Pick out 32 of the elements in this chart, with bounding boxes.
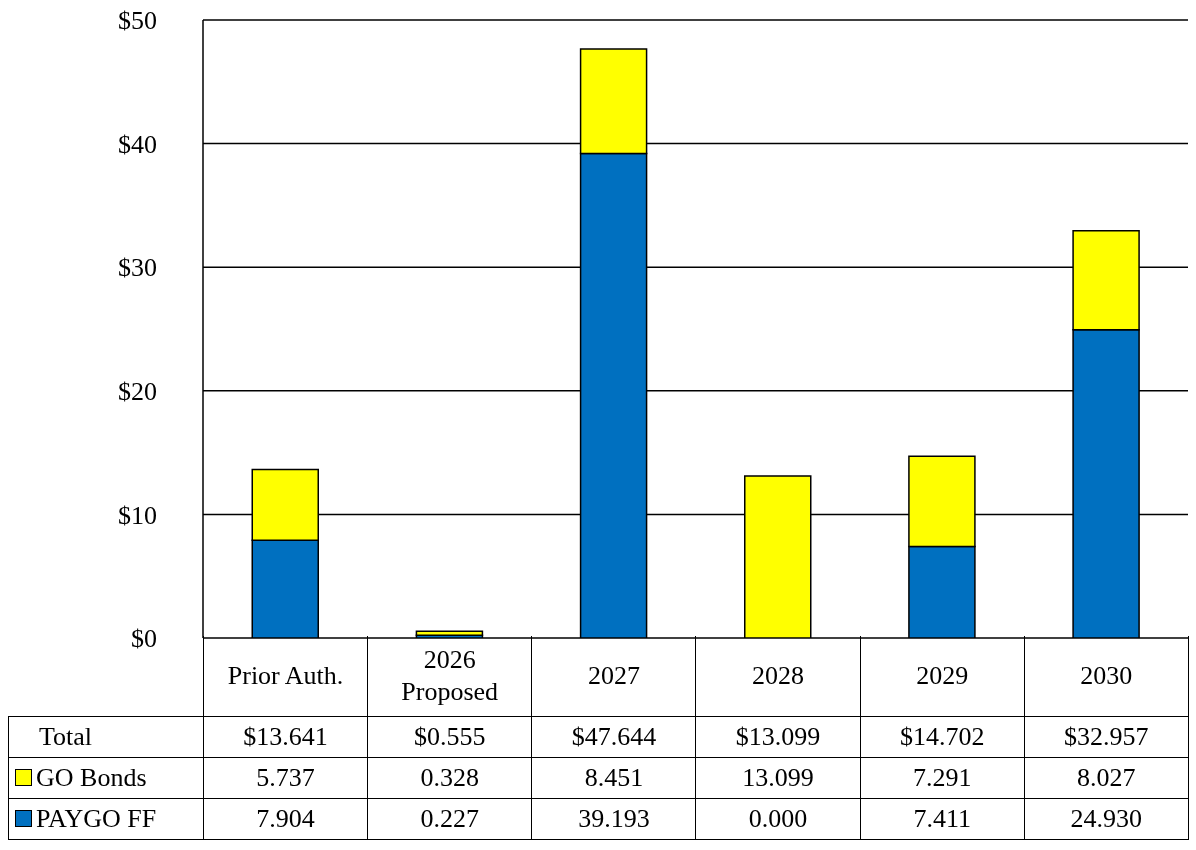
text: $47.644 [571,722,657,751]
data-label: 39.193 [531,798,696,840]
text: $32.957 [1064,722,1149,751]
text: Total [39,722,93,751]
text: $14.702 [899,722,985,751]
y-tick-label: $20 [118,377,157,407]
y-tick-label: $50 [118,6,157,36]
data-label: 7.411 [860,798,1025,840]
data-label: 7.904 [203,798,368,840]
y-tick-label: $10 [118,500,157,530]
data-label: 0.328 [367,757,532,799]
text: $13.641 [243,722,328,751]
data-label: 0.000 [695,798,861,840]
x-tick-label: 2028 [695,636,861,717]
data-label: 5.737 [203,757,368,799]
data-label: 7.291 [860,757,1025,799]
data-label: 8.451 [531,757,696,799]
data-label: 13.099 [695,757,861,799]
y-tick-label: $0 [131,624,157,654]
legend-label: GO Bonds [8,757,204,799]
x-tick-label: 2027 [531,636,696,717]
data-label: 0.227 [367,798,532,840]
text: $13.099 [735,722,821,751]
data-label: 24.930 [1024,798,1189,840]
x-tick-label: Prior Auth. [203,636,368,717]
text: $0.555 [413,722,486,751]
data-label: 8.027 [1024,757,1189,799]
y-tick-label: $30 [118,253,157,283]
legend-label: PAYGO FF [8,798,204,840]
y-tick-label: $40 [118,129,157,159]
x-tick-label: 2029 [860,636,1025,717]
x-tick-label: 2030 [1024,636,1189,717]
